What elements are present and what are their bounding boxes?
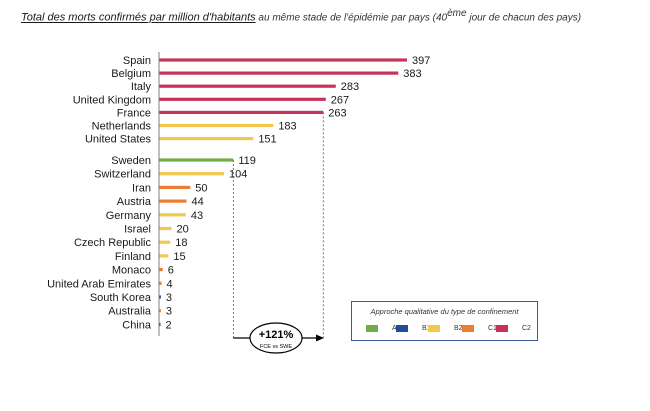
- bar: [159, 281, 162, 285]
- bar: [159, 254, 169, 258]
- category-label: Finland: [115, 251, 151, 263]
- category-label: Czech Republic: [74, 237, 152, 249]
- value-label: 4: [166, 278, 172, 290]
- legend-swatch: [462, 325, 474, 332]
- title-superscript: ème: [447, 8, 467, 19]
- legend-swatch: [366, 325, 378, 332]
- bar: [159, 123, 274, 128]
- category-label: Belgium: [111, 68, 151, 80]
- legend-label: B2: [454, 325, 463, 332]
- annotation-caption: FCE vs SWE: [260, 344, 292, 350]
- value-label: 20: [176, 224, 188, 236]
- value-label: 104: [229, 169, 247, 181]
- category-label: Italy: [131, 81, 152, 93]
- chart-title: Total des morts confirmés par million d'…: [21, 8, 641, 24]
- legend-swatch: [396, 325, 408, 332]
- value-label: 3: [166, 292, 172, 304]
- bar: [159, 71, 399, 75]
- category-label: South Korea: [90, 292, 152, 304]
- category-label: Australia: [108, 306, 152, 318]
- bar: [159, 185, 191, 189]
- value-label: 18: [175, 237, 187, 249]
- category-label: Spain: [123, 55, 151, 67]
- category-label: Netherlands: [92, 121, 152, 133]
- bar: [159, 268, 163, 272]
- title-sub-after: jour de chacun des pays): [466, 12, 582, 24]
- bar: [159, 158, 234, 162]
- bar: [159, 199, 187, 203]
- value-label: 119: [238, 155, 256, 167]
- legend: Approche qualitative du type de confinem…: [351, 301, 538, 341]
- title-sub-before: au même stade de l'épidémie par pays (40: [255, 12, 448, 24]
- category-label: Sweden: [111, 155, 151, 167]
- value-label: 397: [412, 55, 430, 67]
- category-label: Monaco: [112, 265, 151, 277]
- category-label: United Arab Emirates: [47, 278, 151, 290]
- category-label: Austria: [117, 196, 152, 208]
- title-main: Total des morts confirmés par million d'…: [21, 11, 256, 24]
- category-label: China: [122, 319, 152, 331]
- bar: [159, 172, 224, 176]
- category-label: Iran: [132, 182, 151, 194]
- legend-item: C2: [496, 325, 531, 332]
- value-label: 15: [173, 251, 185, 263]
- annotation-value: +121%: [259, 329, 294, 341]
- value-label: 44: [191, 196, 203, 208]
- value-label: 267: [331, 94, 349, 106]
- legend-item: A: [366, 325, 397, 332]
- annotation-ellipse: [249, 322, 303, 354]
- bar: [159, 110, 324, 114]
- arrow-head: [316, 334, 324, 342]
- bar: [159, 226, 172, 231]
- value-label: 3: [166, 306, 172, 318]
- bar: [159, 309, 161, 313]
- legend-label: C1: [488, 325, 497, 332]
- value-label: 183: [278, 121, 296, 133]
- value-label: 50: [195, 182, 207, 194]
- legend-item: B2: [428, 325, 463, 332]
- bar: [159, 58, 407, 62]
- category-label: United Kingdom: [73, 94, 151, 106]
- value-label: 6: [168, 265, 174, 277]
- bar: [159, 137, 254, 141]
- legend-item: B1: [396, 325, 431, 332]
- bar: [159, 97, 326, 101]
- category-label: Switzerland: [94, 169, 151, 181]
- value-label: 283: [341, 81, 359, 93]
- value-label: 151: [258, 134, 276, 146]
- legend-swatch: [496, 325, 508, 332]
- bar: [159, 322, 161, 326]
- category-label: United States: [85, 134, 152, 146]
- legend-swatch: [428, 325, 440, 332]
- value-label: 383: [403, 68, 421, 80]
- value-label: 263: [328, 107, 346, 119]
- value-label: 2: [166, 319, 172, 331]
- bar: [159, 240, 171, 244]
- legend-title: Approche qualitative du type de confinem…: [370, 307, 519, 316]
- legend-label: B1: [422, 325, 431, 332]
- category-label: Israel: [124, 224, 151, 236]
- legend-label: A: [392, 325, 397, 332]
- legend-label: C2: [522, 325, 531, 332]
- legend-item: C1: [462, 325, 497, 332]
- category-label: Germany: [106, 210, 152, 222]
- bar: [159, 295, 161, 299]
- bar: [159, 213, 186, 217]
- category-label: France: [117, 107, 151, 119]
- value-label: 43: [191, 210, 203, 222]
- bar: [159, 84, 336, 88]
